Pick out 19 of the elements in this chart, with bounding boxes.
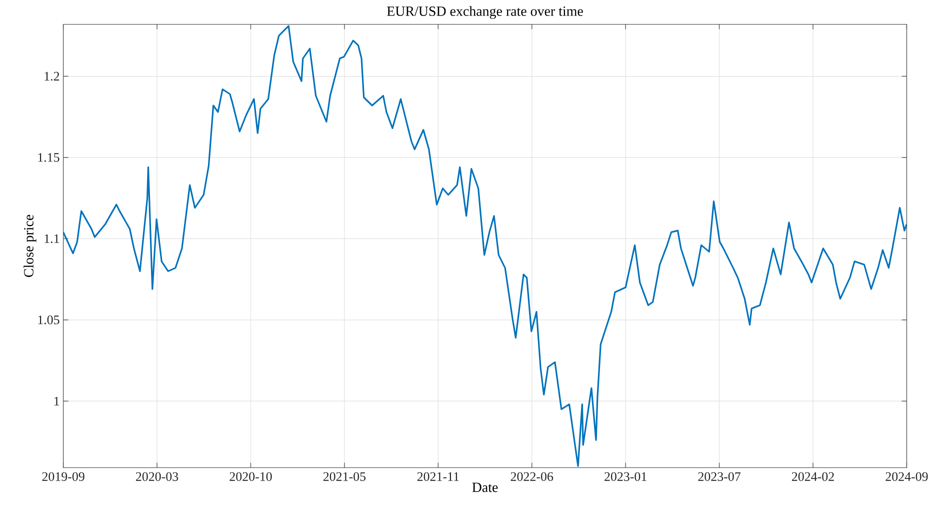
y-tick-label: 1.15 [38, 153, 60, 162]
y-axis-title: Close price [24, 214, 36, 277]
x-tick-label: 2020-03 [136, 472, 178, 481]
x-axis-title: Date [472, 482, 498, 492]
x-tick-label: 2024-09 [886, 472, 928, 481]
chart-title: EUR/USD exchange rate over time [387, 6, 583, 19]
x-tick-label: 2021-05 [323, 472, 366, 481]
y-tick-label: 1 [54, 396, 60, 406]
x-tick-label: 2019-09 [42, 472, 84, 481]
x-tick-label: 2023-01 [604, 472, 646, 481]
x-tick-label: 2021-11 [417, 472, 459, 481]
line-series [63, 25, 907, 467]
x-tick-label: 2020-10 [230, 472, 272, 481]
y-tick-label: 1.2 [44, 72, 60, 81]
y-tick-label: 1.1 [44, 234, 60, 244]
x-tick-label: 2023-07 [698, 472, 741, 481]
x-tick-label: 2024-02 [792, 472, 834, 481]
y-tick-label: 1.05 [38, 316, 60, 324]
x-tick-label: 2022-06 [510, 472, 554, 481]
